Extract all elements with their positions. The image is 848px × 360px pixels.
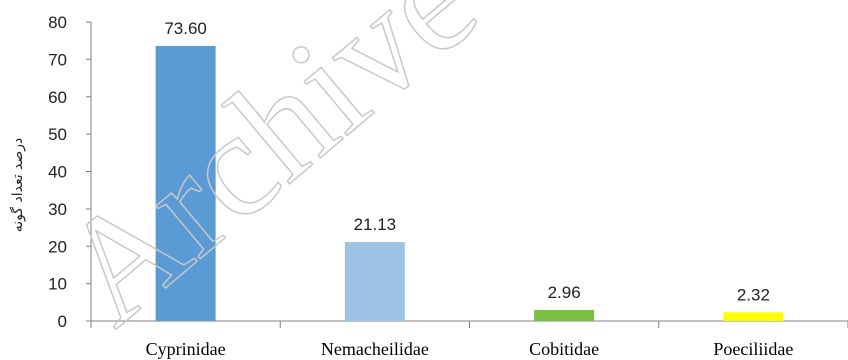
bar-nemacheilidae — [344, 242, 405, 321]
y-tick-label: 10 — [48, 275, 67, 294]
y-tick-label: 20 — [48, 237, 67, 256]
data-label-cobitidae: 2.96 — [548, 283, 581, 302]
bar-poeciliidae — [723, 312, 784, 321]
y-tick-label: 80 — [48, 13, 67, 32]
x-axis-ticks: Cyprinidae Nemacheilidae Cobitidae Poecilii… — [90, 321, 848, 359]
y-tick-label: 30 — [48, 200, 67, 219]
watermark: Archive — [29, 0, 506, 356]
category-label-cobitidae: Cobitidae — [529, 339, 599, 359]
data-label-nemacheilidae: 21.13 — [354, 215, 397, 234]
bar-cobitidae — [534, 309, 595, 321]
y-tick-label: 60 — [48, 88, 67, 107]
bar-cyprinidae — [155, 45, 216, 322]
y-tick-label: 70 — [48, 50, 67, 69]
category-label-poeciliidae: Poeciliidae — [713, 339, 793, 359]
y-axis-title: درصد تعداد گونه — [9, 138, 26, 233]
category-label-cyprinidae: Cyprinidae — [146, 339, 226, 359]
y-axis-ticks: 0 10 20 30 40 50 60 70 80 — [48, 13, 91, 331]
y-tick-label: 0 — [58, 312, 67, 331]
y-tick-label: 40 — [48, 163, 67, 182]
data-label-cyprinidae: 73.60 — [164, 19, 207, 38]
category-label-nemacheilidae: Nemacheilidae — [321, 339, 429, 359]
data-label-poeciliidae: 2.32 — [737, 285, 770, 304]
bars: 73.60 21.13 2.96 2.32 — [155, 19, 784, 322]
y-tick-label: 50 — [48, 125, 67, 144]
